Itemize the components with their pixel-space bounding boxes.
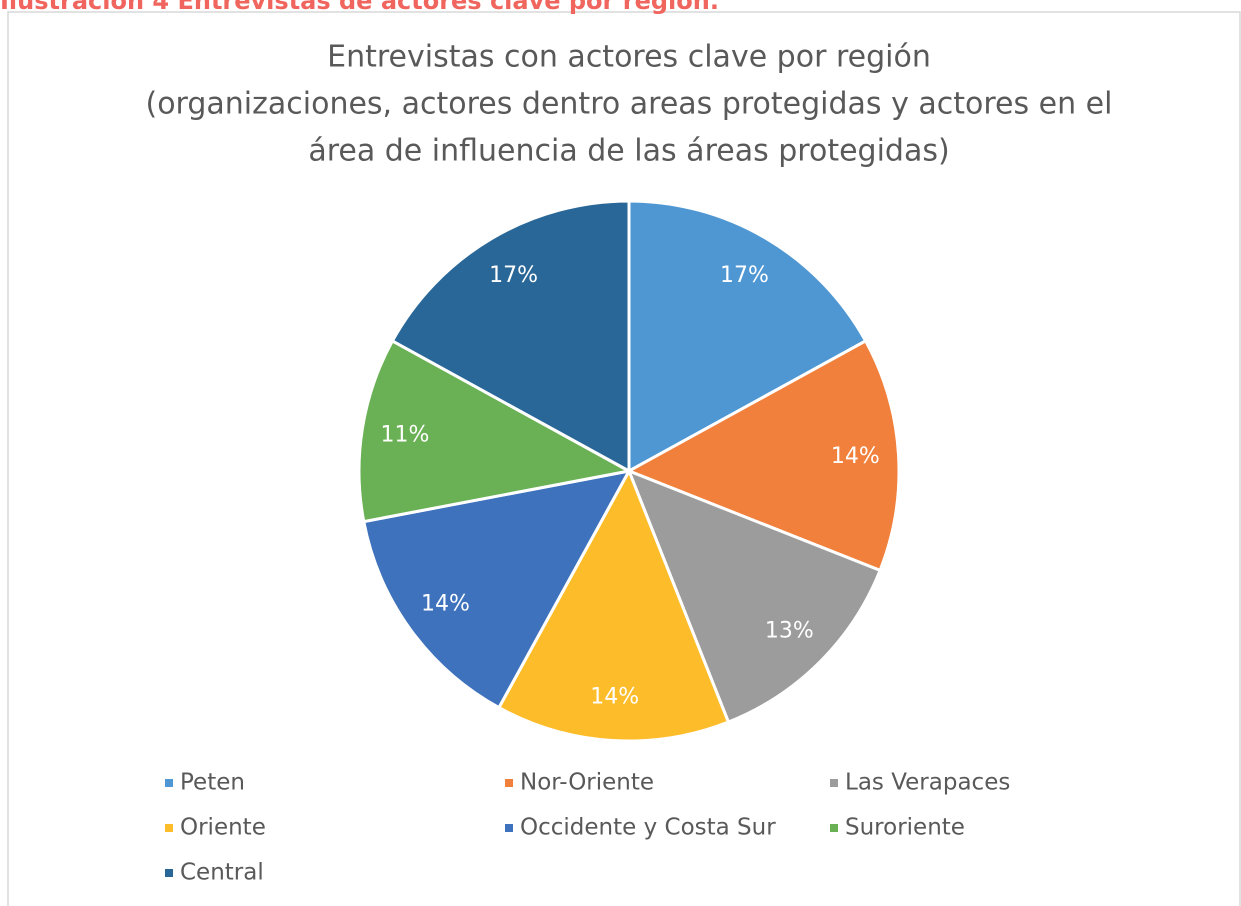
legend-swatch [505, 824, 513, 832]
pie-slice [626, 468, 882, 724]
data-label: 11% [381, 423, 430, 448]
pie-slice [627, 199, 868, 474]
legend-label: Nor-Oriente [520, 770, 654, 796]
legend-label: Central [180, 860, 264, 886]
legend-label: Oriente [180, 815, 266, 841]
legend-swatch [830, 779, 838, 787]
legend-label: Suroriente [845, 815, 965, 841]
pie-slice [496, 467, 731, 743]
legend-label: Occidente y Costa Sur [520, 815, 776, 841]
legend-label: Las Verapaces [845, 770, 1010, 796]
data-label: 14% [421, 591, 470, 616]
legend-label: Peten [180, 770, 245, 796]
chart-title: (organizaciones, actores dentro areas pr… [146, 87, 1113, 122]
legend-swatch [165, 869, 173, 877]
legend-swatch [505, 779, 513, 787]
chart-title: área de influencia de las áreas protegid… [308, 134, 949, 169]
legend-swatch [165, 824, 173, 832]
pie-slice [390, 199, 631, 474]
data-label: 17% [489, 263, 538, 288]
caption: Ilustración 4 Entrevistas de actores cla… [0, 0, 719, 15]
data-label: 17% [720, 263, 769, 288]
pie-slice [357, 338, 634, 524]
legend-swatch [165, 779, 173, 787]
legend-swatch [830, 824, 838, 832]
pie-slice [362, 468, 632, 710]
data-label: 14% [590, 684, 639, 709]
chart-title: Entrevistas con actores clave por región [327, 40, 931, 75]
pie-slice [625, 338, 901, 573]
data-label: 14% [831, 444, 880, 469]
data-label: 13% [765, 618, 814, 643]
